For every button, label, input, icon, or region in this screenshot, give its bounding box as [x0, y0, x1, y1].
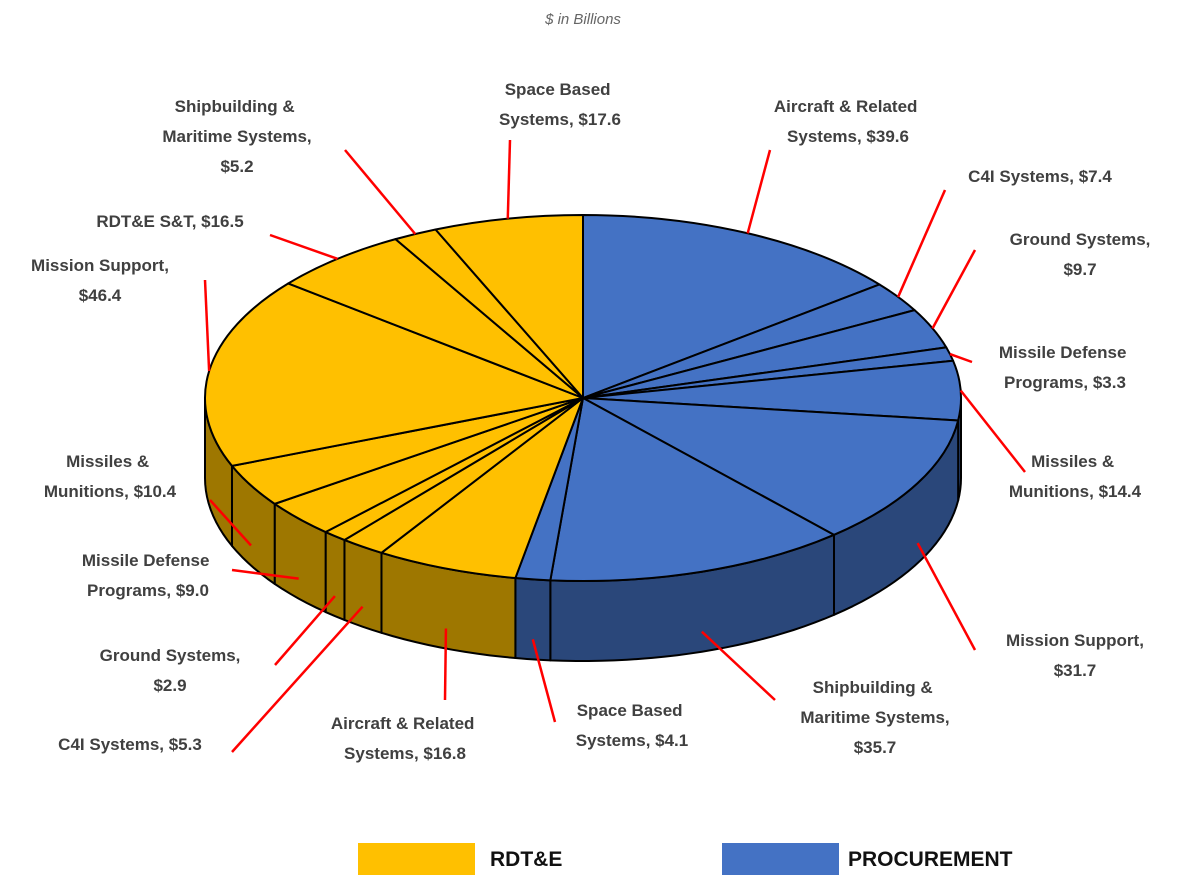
data-label-value: $35.7 — [854, 738, 897, 757]
leader-line — [700, 630, 776, 701]
data-label-name: RDT&E S&T, — [96, 212, 196, 231]
data-label-value: $5.2 — [220, 157, 253, 176]
label-line: Aircraft & Related — [331, 714, 479, 733]
chart-subtitle: $ in Billions — [544, 11, 621, 28]
legend-swatch — [722, 843, 839, 875]
label-line: Programs, — [1004, 373, 1088, 392]
label-line: C4I Systems, — [58, 735, 164, 754]
label-line: Shipbuilding & — [175, 97, 300, 116]
legend-swatch — [358, 843, 475, 875]
leader-line — [209, 499, 252, 547]
leader-line — [959, 389, 1026, 473]
data-label-value: $7.4 — [1079, 167, 1113, 186]
label-line: Systems, — [344, 744, 419, 763]
data-label-name: C4I Systems, — [58, 735, 164, 754]
slice — [287, 238, 584, 399]
label-line: Ground Systems, — [1010, 230, 1151, 249]
slice — [582, 214, 881, 399]
data-label-name: Mission Support, — [1006, 631, 1144, 650]
data-label-name: Missiles & Munitions, — [44, 452, 154, 501]
leader-line — [949, 352, 973, 364]
label-line: Ground Systems, — [100, 646, 241, 665]
data-label-name: Ground Systems, — [1010, 230, 1151, 249]
slice-side — [514, 577, 552, 662]
legend-label: RDT&E — [490, 848, 562, 871]
data-label-value: $2.9 — [153, 676, 186, 695]
data-label-name: Space Based Systems, — [499, 80, 615, 129]
data-label-value: $9.0 — [176, 581, 209, 600]
data-label-name: Shipbuilding & Maritime Systems, — [800, 678, 949, 727]
data-label-value: $4.1 — [655, 731, 688, 750]
label-line: Space Based — [505, 80, 616, 99]
slice-side — [324, 531, 346, 621]
data-label-name: Aircraft & Related Systems, — [331, 714, 479, 763]
leader-line — [931, 249, 977, 329]
data-label-name: Mission Support, — [31, 256, 169, 275]
slice — [380, 397, 584, 580]
label-line: C4I Systems, — [968, 167, 1074, 186]
label-line: Programs, — [87, 581, 171, 600]
label-line: Missiles & — [1031, 452, 1119, 471]
leader-line — [746, 149, 772, 234]
leader-line — [231, 568, 299, 580]
data-label-value: $10.4 — [134, 482, 177, 501]
data-label-value: $16.5 — [201, 212, 244, 231]
label-line: Missile Defense — [82, 551, 214, 570]
leader-line — [274, 595, 336, 666]
label-line: Mission Support, — [31, 256, 169, 275]
label-line: Missiles & — [66, 452, 154, 471]
data-label-value: $16.8 — [423, 744, 466, 763]
slice — [204, 282, 584, 467]
label-line: Mission Support, — [1006, 631, 1144, 650]
label-line: RDT&E S&T, — [96, 212, 196, 231]
leader-line — [344, 149, 417, 235]
data-label-name: Aircraft & Related Systems, — [774, 97, 922, 146]
data-label-value: $17.6 — [578, 110, 621, 129]
slice — [582, 397, 960, 536]
label-line: Systems, — [787, 127, 862, 146]
label-line: Maritime Systems, — [162, 127, 311, 146]
data-label-name: Missiles & Munitions, — [1009, 452, 1119, 501]
leader-line — [203, 279, 211, 372]
leader-line — [896, 189, 947, 298]
leader-line — [443, 628, 448, 701]
slice — [549, 397, 836, 583]
leader-line — [531, 639, 557, 723]
data-label-value: $39.6 — [866, 127, 909, 146]
data-label-value: $14.4 — [1099, 482, 1142, 501]
leader-line — [231, 605, 364, 753]
label-line: Munitions, — [1009, 482, 1094, 501]
leader-line — [916, 542, 977, 651]
data-label-value: $31.7 — [1054, 661, 1097, 680]
label-line: Aircraft & Related — [774, 97, 922, 116]
legend-label: PROCUREMENT — [848, 848, 1013, 871]
label-line: Space Based — [577, 701, 688, 720]
data-label-value: $3.3 — [1093, 373, 1126, 392]
label-line: Systems, — [499, 110, 574, 129]
data-label-name: Ground Systems, — [100, 646, 241, 665]
label-line: Munitions, — [44, 482, 129, 501]
leader-line — [269, 233, 338, 261]
label-line: Shipbuilding & — [813, 678, 938, 697]
data-label-name: Missile Defense Programs, — [82, 551, 214, 600]
data-label-name: Missile Defense Programs, — [999, 343, 1131, 392]
data-label-name: Space Based Systems, — [576, 701, 688, 750]
label-line: Systems, — [576, 731, 651, 750]
label-line: Missile Defense — [999, 343, 1131, 362]
data-label-value: $9.7 — [1063, 260, 1096, 279]
data-label-name: Shipbuilding & Maritime Systems, — [162, 97, 311, 146]
data-label-value: $46.4 — [79, 286, 122, 305]
data-label-name: C4I Systems, — [968, 167, 1074, 186]
label-line: Maritime Systems, — [800, 708, 949, 727]
data-label-value: $5.3 — [169, 735, 202, 754]
leader-line — [506, 139, 512, 219]
